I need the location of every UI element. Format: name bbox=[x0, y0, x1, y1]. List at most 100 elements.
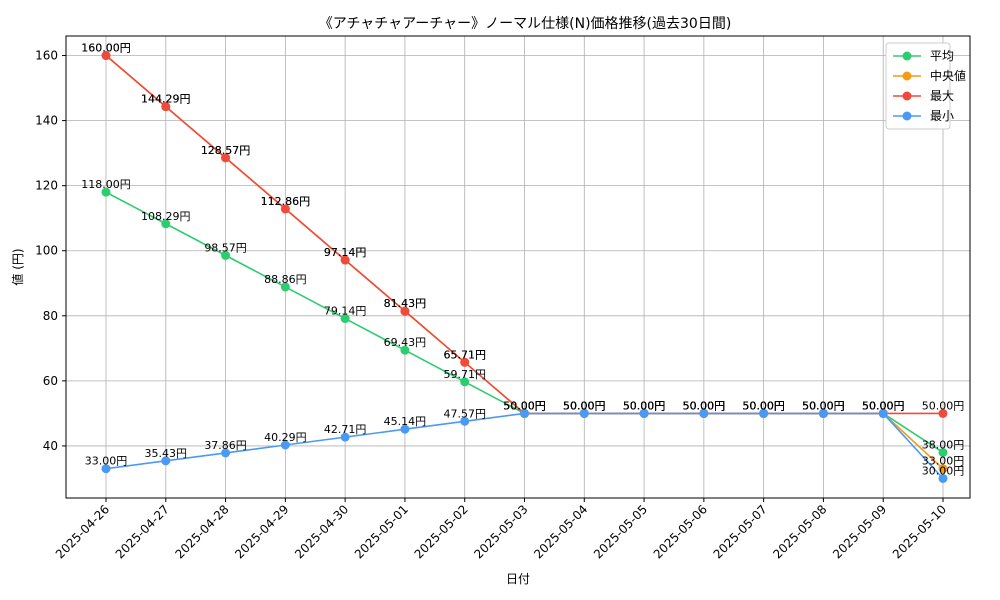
data-label: 160.00円 bbox=[81, 42, 131, 55]
data-label: 50.00円 bbox=[862, 399, 905, 412]
data-label: 50.00円 bbox=[802, 399, 845, 412]
x-tick-label: 2025-04-29 bbox=[232, 502, 291, 561]
data-label: 50.00円 bbox=[683, 399, 726, 412]
data-point bbox=[579, 408, 589, 418]
data-point bbox=[938, 408, 948, 418]
data-point bbox=[938, 464, 948, 474]
data-label: 128.57円 bbox=[201, 144, 251, 157]
y-tick-label: 60 bbox=[43, 374, 58, 388]
data-label: 47.57円 bbox=[443, 407, 486, 420]
x-tick-label: 2025-05-02 bbox=[412, 502, 471, 561]
data-label: 50.00円 bbox=[563, 399, 606, 412]
data-label: 108.29円 bbox=[141, 210, 191, 223]
x-tick-label: 2025-05-03 bbox=[471, 502, 530, 561]
data-label: 59.71円 bbox=[443, 368, 486, 381]
data-label: 160.00円 bbox=[81, 42, 131, 55]
data-label: 50.00円 bbox=[683, 399, 726, 412]
legend-label: 最小 bbox=[930, 109, 954, 123]
data-point bbox=[818, 408, 828, 418]
data-point bbox=[400, 306, 410, 316]
data-label: 30.00円 bbox=[922, 464, 965, 477]
data-label: 118.00円 bbox=[81, 178, 131, 191]
data-label: 50.00円 bbox=[742, 399, 785, 412]
y-tick-label: 100 bbox=[35, 244, 58, 258]
data-label: 50.00円 bbox=[862, 399, 905, 412]
data-label: 37.86円 bbox=[204, 439, 247, 452]
data-point bbox=[221, 448, 231, 458]
x-tick-label: 2025-04-30 bbox=[292, 502, 351, 561]
legend-box bbox=[885, 42, 951, 130]
data-point bbox=[460, 357, 470, 367]
data-label: 88.86円 bbox=[264, 273, 307, 286]
y-tick-label: 160 bbox=[35, 49, 58, 63]
data-point bbox=[340, 255, 350, 265]
data-label: 50.00円 bbox=[623, 399, 666, 412]
data-point bbox=[101, 464, 111, 474]
data-point bbox=[221, 250, 231, 260]
data-label: 50.00円 bbox=[742, 399, 785, 412]
data-label: 50.00円 bbox=[742, 399, 785, 412]
data-label: 45.14円 bbox=[384, 415, 427, 428]
data-point bbox=[639, 408, 649, 418]
data-label: 33.00円 bbox=[922, 455, 965, 468]
data-point bbox=[520, 408, 529, 418]
data-point bbox=[280, 440, 290, 450]
x-tick-label: 2025-04-28 bbox=[172, 502, 231, 561]
data-label: 69.43円 bbox=[384, 336, 427, 349]
data-label: 50.00円 bbox=[862, 399, 905, 412]
data-point bbox=[161, 456, 171, 466]
data-point bbox=[280, 204, 290, 214]
data-point bbox=[101, 51, 111, 61]
y-tick-label: 40 bbox=[43, 439, 58, 453]
data-label: 128.57円 bbox=[201, 144, 251, 157]
data-label: 50.00円 bbox=[802, 399, 845, 412]
data-label: 50.00円 bbox=[623, 399, 666, 412]
data-point bbox=[161, 219, 171, 229]
data-label: 50.00円 bbox=[623, 399, 666, 412]
x-tick-label: 2025-05-09 bbox=[830, 502, 889, 561]
data-label: 144.29円 bbox=[141, 93, 191, 106]
y-tick-label: 80 bbox=[43, 309, 58, 323]
data-point bbox=[938, 447, 948, 457]
legend-marker bbox=[902, 111, 912, 121]
data-label: 65.71円 bbox=[443, 348, 486, 361]
legend-label: 平均 bbox=[930, 49, 954, 63]
legend-label: 中央値 bbox=[930, 68, 966, 83]
data-label: 35.43円 bbox=[145, 447, 188, 460]
plot-frame bbox=[65, 35, 971, 499]
data-label: 50.00円 bbox=[503, 399, 546, 412]
data-label: 50.00円 bbox=[563, 399, 606, 412]
data-point bbox=[280, 282, 290, 292]
y-axis-ticks: 40 60 80 100 120 140 160 bbox=[35, 49, 66, 453]
data-label: 144.29円 bbox=[141, 93, 191, 106]
x-tick-label: 2025-05-08 bbox=[770, 502, 829, 561]
data-label: 42.71円 bbox=[324, 423, 367, 436]
data-label: 50.00円 bbox=[503, 399, 546, 412]
data-label: 40.29円 bbox=[264, 431, 307, 444]
data-point bbox=[699, 408, 709, 418]
y-axis-label: 値 (円) bbox=[10, 248, 25, 285]
data-label: 65.71円 bbox=[443, 348, 486, 361]
data-label: 38.00円 bbox=[922, 438, 965, 451]
x-tick-label: 2025-05-07 bbox=[711, 502, 770, 561]
data-label: 81.43円 bbox=[384, 297, 427, 310]
x-axis-label: 日付 bbox=[506, 572, 530, 586]
data-point bbox=[938, 473, 948, 483]
data-label: 50.00円 bbox=[802, 399, 845, 412]
data-point bbox=[101, 187, 111, 197]
chart-title: 《アチャチャアーチャー》ノーマル仕様(N)価格推移(過去30日間) bbox=[319, 16, 732, 32]
series-lines bbox=[101, 51, 948, 483]
data-label: 50.00円 bbox=[802, 399, 845, 412]
x-tick-label: 2025-05-04 bbox=[531, 502, 590, 561]
data-labels: 118.00円 108.29円 98.57円 88.86円 79.14円 69.43円 59… bbox=[81, 42, 964, 478]
data-label: 97.14円 bbox=[324, 246, 367, 259]
y-tick-label: 120 bbox=[35, 179, 58, 193]
data-label: 50.00円 bbox=[862, 399, 905, 412]
data-point bbox=[400, 424, 410, 434]
data-label: 50.00円 bbox=[623, 399, 666, 412]
x-axis-ticks: 2025-04-26 2025-04-27 2025-04-28 2025-04-29… bbox=[53, 498, 949, 561]
y-tick-label: 140 bbox=[35, 114, 58, 128]
